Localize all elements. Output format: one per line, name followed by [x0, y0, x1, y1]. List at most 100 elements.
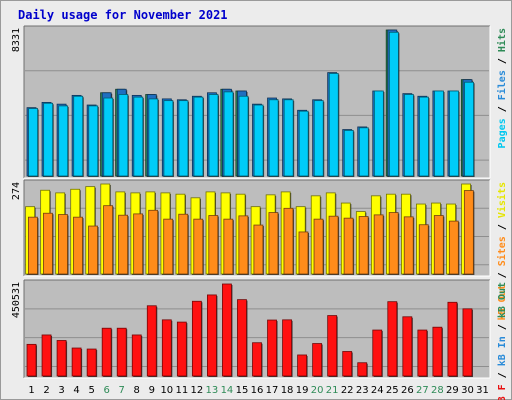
- bar-hits-pages-day-22: [343, 130, 354, 177]
- x-tick-label-day-27: 27: [416, 385, 429, 396]
- bar-hits-pages-day-27: [419, 96, 429, 177]
- bar-visits-sites-day-30: [463, 190, 474, 275]
- bar-kbytes-kb-f-day-29: [447, 301, 458, 377]
- bar-kbytes-kb-f-day-2: [41, 334, 52, 377]
- y-max-label-visits: 274: [11, 182, 22, 200]
- right-legend-hits: Pages / Files / Hits: [496, 28, 508, 148]
- legend-entry: /: [497, 52, 508, 70]
- bar-kbytes-kb-f-day-25: [387, 301, 398, 377]
- bar-visits-sites-day-7: [118, 214, 129, 275]
- bar-hits-pages-day-25: [388, 31, 399, 177]
- x-tick-label-day-12: 12: [191, 385, 204, 396]
- bar-kbytes-kb-f-day-20: [312, 343, 323, 377]
- x-tick-label-day-19: 19: [296, 385, 309, 396]
- bar-visits-sites-day-12: [193, 218, 204, 275]
- bar-hits-pages-day-20: [313, 100, 324, 177]
- x-tick-label-day-20: 20: [311, 385, 324, 396]
- bar-kbytes-kb-f-day-23: [357, 362, 368, 377]
- bar-hits-pages-day-29: [449, 90, 459, 177]
- bar-kbytes-kb-f-day-17: [267, 319, 277, 377]
- x-tick-label-day-5: 5: [88, 385, 94, 396]
- x-tick-label-day-3: 3: [58, 385, 64, 396]
- x-tick-label-day-25: 25: [386, 385, 399, 396]
- x-tick-label-day-26: 26: [401, 385, 414, 396]
- x-tick-label-day-23: 23: [356, 385, 369, 396]
- y-max-label-hits: 8331: [11, 28, 22, 52]
- bar-visits-sites-day-10: [163, 218, 174, 275]
- x-tick-label-day-13: 13: [206, 385, 219, 396]
- bar-hits-pages-day-21: [328, 73, 339, 177]
- y-max-label-kbytes: 450531: [11, 282, 22, 318]
- bar-hits-pages-day-15: [238, 95, 249, 177]
- bar-hits-pages-day-10: [163, 100, 174, 177]
- bar-kbytes-kb-f-day-12: [191, 300, 202, 377]
- panel-visits: 274 kB Out / Sites / Visits: [11, 179, 508, 320]
- x-tick-label-day-6: 6: [103, 385, 109, 396]
- legend-entry: Files: [496, 70, 508, 100]
- x-tick-label-day-28: 28: [431, 385, 444, 396]
- bar-hits-pages-day-24: [373, 90, 384, 177]
- bar-kbytes-kb-f-day-15: [237, 299, 247, 377]
- right-legend-visits: kB Out / Sites / Visits: [496, 182, 508, 320]
- legend-entry: /: [497, 366, 508, 384]
- bar-hits-pages-day-28: [434, 90, 444, 177]
- x-tick-label-day-16: 16: [251, 385, 264, 396]
- bar-hits-pages-day-7: [118, 94, 129, 177]
- bar-visits-sites-day-14: [223, 218, 234, 275]
- bar-kbytes-kb-f-day-13: [207, 294, 217, 377]
- x-tick-label-day-24: 24: [371, 385, 384, 396]
- bar-visits-sites-day-25: [388, 212, 399, 275]
- bar-kbytes-kb-f-day-30: [462, 308, 473, 377]
- bar-visits-sites-day-22: [343, 217, 354, 275]
- bar-visits-sites-day-27: [418, 224, 429, 275]
- bar-kbytes-kb-f-day-8: [131, 334, 142, 377]
- bar-visits-sites-day-18: [283, 207, 294, 275]
- bar-kbytes-kb-f-day-4: [71, 347, 82, 377]
- legend-entry: kB F: [497, 384, 508, 400]
- legend-entry: /: [497, 266, 508, 284]
- bar-hits-pages-day-16: [253, 104, 264, 177]
- x-tick-label-day-21: 21: [326, 385, 339, 396]
- bar-visits-sites-day-6: [103, 205, 113, 275]
- bar-hits-pages-day-8: [133, 96, 144, 177]
- x-tick-label-day-30: 30: [461, 385, 474, 396]
- bar-hits-pages-day-14: [223, 91, 234, 177]
- bar-hits-pages-day-23: [358, 127, 369, 177]
- x-tick-label-day-9: 9: [149, 385, 155, 396]
- bar-visits-sites-day-4: [73, 216, 83, 275]
- bar-kbytes-kb-f-day-11: [176, 321, 187, 377]
- bar-kbytes-kb-f-day-21: [327, 315, 338, 377]
- bar-visits-sites-day-2: [43, 212, 53, 275]
- bar-kbytes-kb-f-day-24: [372, 329, 383, 377]
- bar-visits-sites-day-24: [373, 214, 384, 275]
- x-tick-label-day-4: 4: [73, 385, 79, 396]
- bar-hits-pages-day-9: [148, 98, 159, 177]
- bar-hits-pages-day-19: [298, 110, 309, 177]
- bar-hits-pages-day-12: [193, 96, 204, 177]
- bar-hits-pages-day-17: [268, 99, 279, 177]
- chart-title: Daily usage for November 2021: [18, 8, 228, 22]
- legend-entry: Visits: [496, 182, 508, 218]
- bar-visits-sites-day-29: [448, 220, 459, 275]
- bar-hits-pages-day-2: [43, 102, 54, 177]
- bar-visits-sites-day-19: [298, 231, 309, 275]
- bar-visits-sites-day-16: [253, 224, 264, 275]
- bar-kbytes-kb-f-day-14: [222, 283, 232, 377]
- legend-entry: /: [497, 218, 508, 236]
- legend-entry: Sites: [496, 236, 508, 266]
- bar-hits-pages-day-3: [58, 105, 69, 177]
- bar-kbytes-kb-f-day-1: [26, 343, 37, 377]
- bar-visits-sites-day-21: [328, 215, 339, 275]
- x-tick-label-day-11: 11: [175, 385, 188, 396]
- bar-hits-pages-day-11: [178, 100, 189, 177]
- bar-kbytes-kb-f-day-26: [402, 316, 413, 377]
- bar-hits-pages-day-4: [73, 95, 84, 177]
- bar-kbytes-kb-f-day-16: [252, 342, 262, 377]
- x-tick-label-day-22: 22: [341, 385, 354, 396]
- bar-visits-sites-day-26: [403, 216, 414, 275]
- bar-hits-pages-day-13: [208, 94, 219, 177]
- bar-kbytes-kb-f-day-7: [116, 327, 127, 377]
- legend-entry: /: [497, 100, 508, 118]
- legend-entry: Hits: [496, 28, 508, 52]
